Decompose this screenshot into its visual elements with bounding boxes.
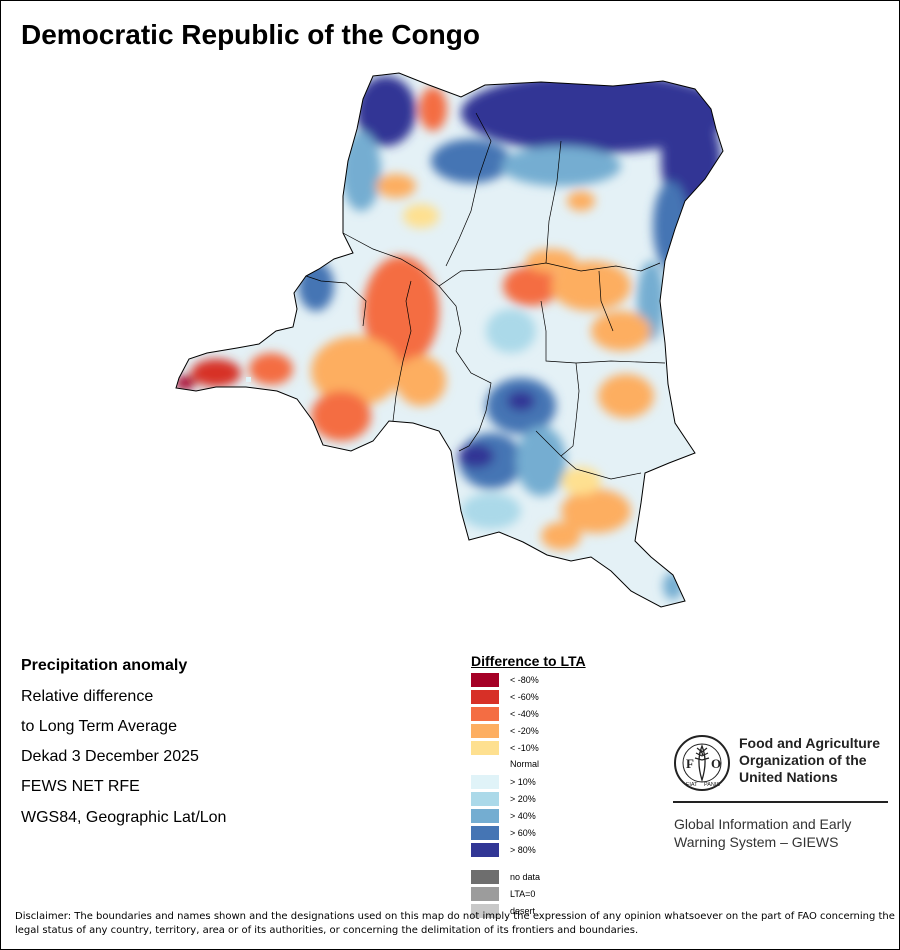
legend-label: < -10% <box>510 743 539 753</box>
legend-label: LTA=0 <box>510 889 536 899</box>
legend-swatch <box>471 809 499 823</box>
legend-swatch <box>471 690 499 704</box>
anomaly-blobs <box>176 73 723 600</box>
giews-label: Global Information and Early Warning Sys… <box>674 815 894 851</box>
svg-text:O: O <box>711 756 721 771</box>
kinshasa-marker <box>246 377 251 382</box>
fao-logo: F O A FIAT PANIS <box>674 735 730 791</box>
legend-swatch <box>471 673 499 687</box>
svg-text:A: A <box>698 748 704 757</box>
legend-swatch <box>471 741 499 755</box>
giews-line: Warning System – GIEWS <box>674 834 839 850</box>
legend-label: > 20% <box>510 794 536 804</box>
fao-name-line: Organization of the <box>739 752 867 768</box>
legend-swatch <box>471 904 499 918</box>
raster-layer <box>176 73 723 607</box>
fao-organization-name: Food and Agriculture Organization of the… <box>739 735 899 786</box>
legend-label: > 80% <box>510 845 536 855</box>
legend-label: < -40% <box>510 709 539 719</box>
legend-title: Difference to LTA <box>471 653 586 669</box>
svg-text:F: F <box>686 756 694 771</box>
legend-swatch <box>471 843 499 857</box>
divider <box>673 801 888 803</box>
legend-label: < -20% <box>510 726 539 736</box>
province-boundaries <box>305 112 666 480</box>
legend-label: > 10% <box>510 777 536 787</box>
legend-label-normal: Normal <box>510 759 540 769</box>
legend-swatch <box>471 887 499 901</box>
legend-label: no data <box>510 872 541 882</box>
legend-swatch <box>471 826 499 840</box>
svg-text:PANIS: PANIS <box>704 782 720 788</box>
map-title: Democratic Republic of the Congo <box>21 19 480 50</box>
legend-swatch <box>471 707 499 721</box>
disclaimer: Disclaimer: The boundaries and names sho… <box>15 911 895 936</box>
info-heading: Precipitation anomaly <box>21 657 188 674</box>
svg-text:FIAT: FIAT <box>686 782 698 788</box>
legend-label: < -80% <box>510 675 539 685</box>
info-line: to Long Term Average <box>21 718 177 735</box>
legend-label: desert <box>510 906 536 916</box>
legend-swatch <box>471 792 499 806</box>
giews-line: Global Information and Early <box>674 816 852 832</box>
legend-label: > 40% <box>510 811 536 821</box>
info-line: Relative difference <box>21 688 154 705</box>
fao-name-line: Food and Agriculture <box>739 735 881 751</box>
legend-swatch <box>471 724 499 738</box>
legend-label: < -60% <box>510 692 539 702</box>
legend-label: > 60% <box>510 828 536 838</box>
info-line-source: FEWS NET RFE <box>21 778 140 795</box>
info-line-projection: WGS84, Geographic Lat/Lon <box>21 809 227 826</box>
info-line-dekad: Dekad 3 December 2025 <box>21 748 199 765</box>
legend-swatch <box>471 870 499 884</box>
legend-swatch <box>471 775 499 789</box>
fao-name-line: United Nations <box>739 769 838 785</box>
